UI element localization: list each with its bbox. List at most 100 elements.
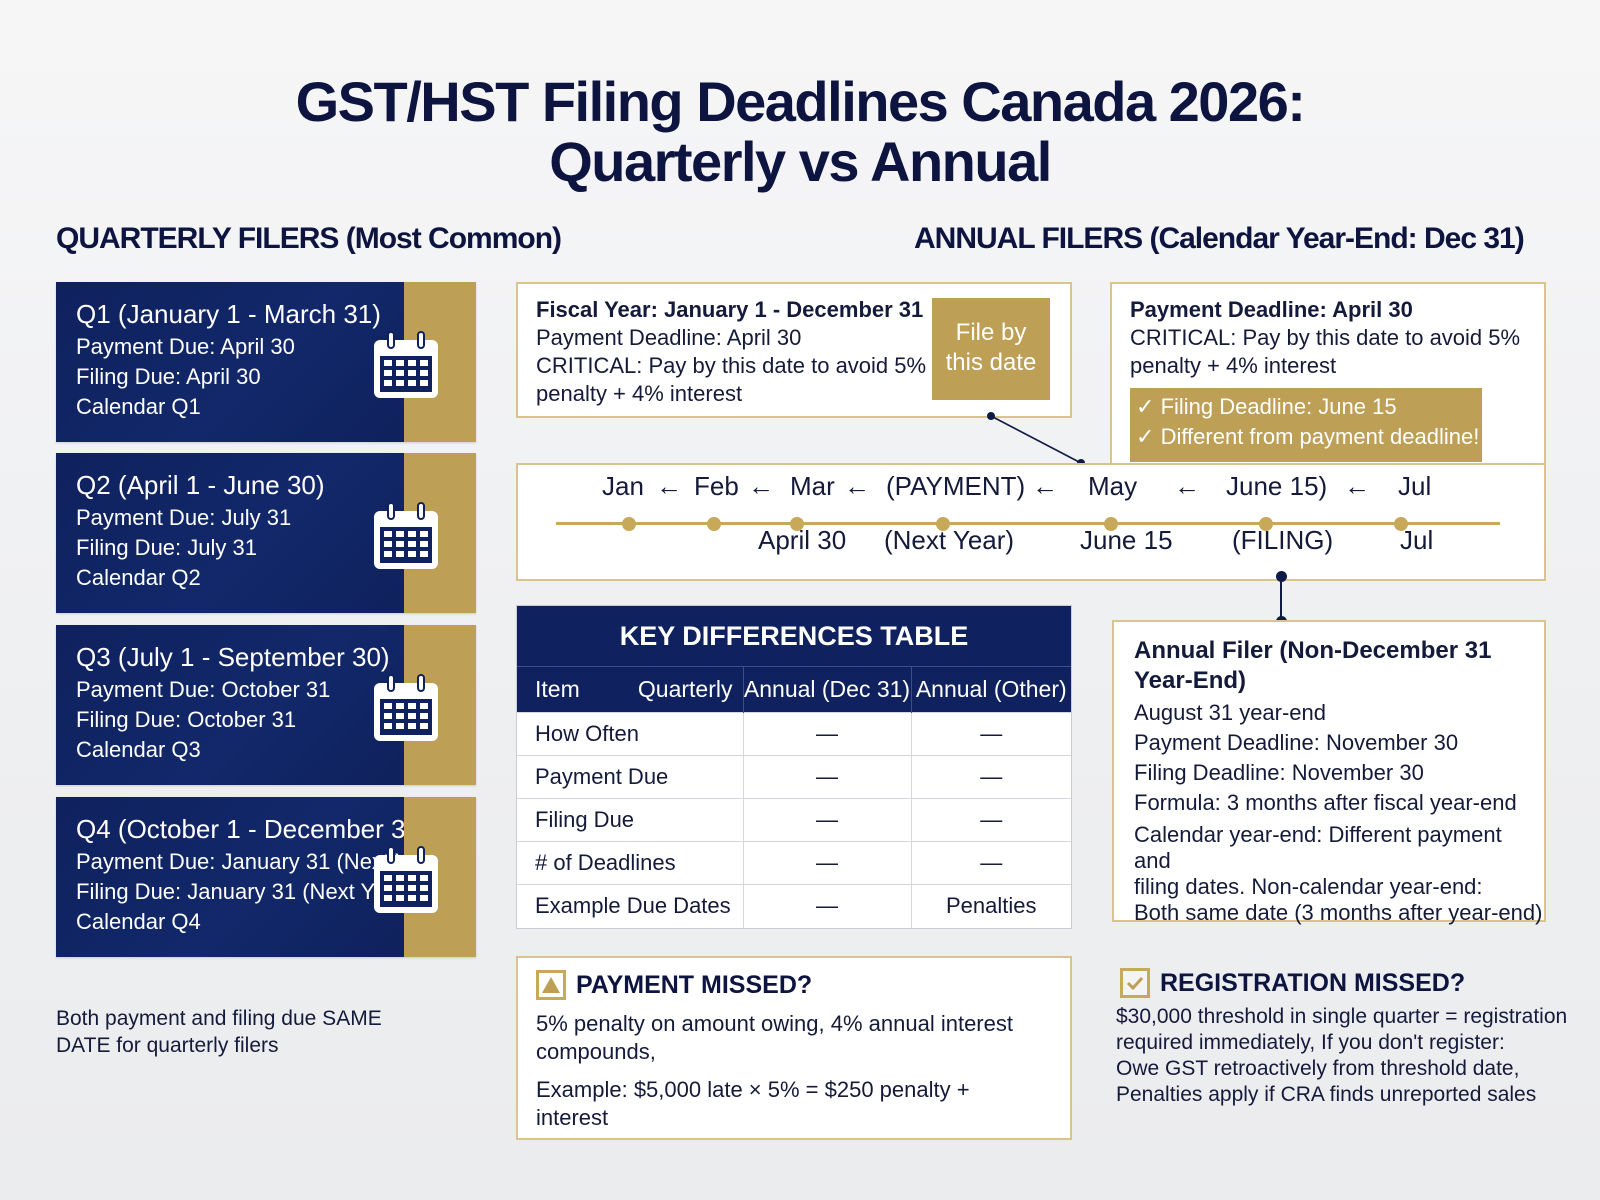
- critical-note-cont: penalty + 4% interest: [536, 381, 743, 406]
- timeline-month: Jul: [1398, 471, 1432, 501]
- arrow-left-icon: ←: [844, 471, 870, 501]
- info-line: August 31 year-end: [1134, 700, 1327, 725]
- calendar-quarter: Calendar Q4: [76, 909, 201, 934]
- title-line-1: GST/HST Filing Deadlines Canada 2026:: [295, 70, 1306, 133]
- check-icon: ✓: [1136, 424, 1155, 449]
- filing-due: Filing Due: April 30: [76, 364, 261, 389]
- table-row: Example Due Dates — Penalties: [517, 884, 1071, 928]
- check-item: ✓ Different from payment deadline!: [1136, 424, 1480, 449]
- info-line: Filing Deadline: November 30: [1134, 760, 1424, 785]
- timeline-payment-label: (PAYMENT): [886, 471, 1026, 501]
- quarter-card-q3: Q3 (July 1 - September 30) Payment Due: …: [56, 625, 476, 785]
- quarterly-note: Both payment and filing due SAME DATE fo…: [56, 1005, 382, 1059]
- title-line-2: Quarterly vs Annual: [549, 130, 1052, 193]
- timeline-dot: [1259, 517, 1273, 531]
- calendar-quarter: Calendar Q2: [76, 565, 201, 590]
- timeline-month: May: [1088, 471, 1138, 501]
- timeline-dot: [707, 517, 721, 531]
- timeline-month: Feb: [694, 471, 739, 501]
- arrow-left-icon: ←: [1032, 471, 1058, 501]
- timeline-date: June 15: [1080, 525, 1173, 555]
- payment-deadline-box: Payment Deadline: April 30 CRITICAL: Pay…: [1110, 282, 1546, 468]
- badge-line: this date: [945, 349, 1037, 376]
- timeline-date: (Next Year): [884, 525, 1015, 555]
- table-header-row: Item Quarterly Annual (Dec 31) Annual (O…: [517, 666, 1071, 713]
- note-line: DATE for quarterly filers: [56, 1034, 279, 1057]
- checkbox-icon: [1120, 968, 1150, 998]
- annual-heading: ANNUAL FILERS (Calendar Year-End: Dec 31…: [914, 222, 1525, 255]
- fiscal-year-box: Fiscal Year: January 1 - December 31 Pay…: [516, 282, 1072, 418]
- penalty-line: compounds,: [536, 1039, 656, 1064]
- critical-note: CRITICAL: Pay by this date to avoid 5%: [1130, 325, 1521, 350]
- table-row: Filing Due — —: [517, 798, 1071, 842]
- table-header: Annual (Dec 31): [742, 666, 911, 713]
- box-title: Annual Filer (Non-December 31: [1134, 637, 1492, 664]
- connector-line: [1280, 576, 1282, 622]
- filing-due: Filing Due: July 31: [76, 535, 257, 560]
- calendar-icon: [374, 674, 438, 741]
- registration-missed-header: REGISTRATION MISSED?: [1120, 968, 1465, 998]
- table-title: KEY DIFFERENCES TABLE: [517, 606, 1071, 666]
- file-by-date-badge: File by this date: [932, 298, 1050, 400]
- calendar-icon: [374, 846, 438, 913]
- filing-deadline-callout: ✓ Filing Deadline: June 15 ✓ Different f…: [1130, 388, 1482, 462]
- registration-line: $30,000 threshold in single quarter = re…: [1116, 1005, 1568, 1028]
- fiscal-year-title: Fiscal Year: January 1 - December 31: [536, 297, 924, 322]
- table-row: # of Deadlines — —: [517, 841, 1071, 885]
- timeline-dot: [622, 517, 636, 531]
- payment-missed-heading: PAYMENT MISSED?: [576, 970, 813, 999]
- arrow-left-icon: ←: [748, 471, 774, 501]
- connector-dot: [1276, 571, 1287, 582]
- connector-line: [987, 412, 1085, 467]
- quarter-card-q1: Q1 (January 1 - March 31) Payment Due: A…: [56, 282, 476, 442]
- timeline-dot: [936, 517, 950, 531]
- example-line: interest: [536, 1105, 609, 1130]
- key-differences-table: KEY DIFFERENCES TABLE Item Quarterly Ann…: [516, 605, 1072, 929]
- timeline-dot: [1104, 517, 1118, 531]
- timeline-dot: [790, 517, 804, 531]
- critical-note: CRITICAL: Pay by this date to avoid 5%: [536, 353, 927, 378]
- quarter-card-q2: Q2 (April 1 - June 30) Payment Due: July…: [56, 453, 476, 613]
- quarter-title: Q2 (April 1 - June 30): [76, 470, 325, 500]
- timeline-filing-label: (FILING): [1232, 525, 1334, 555]
- payment-due: Payment Due: April 30: [76, 334, 295, 359]
- box-title-cont: Year-End): [1134, 667, 1247, 694]
- annual-timeline: Jan ← Feb ← Mar ← (PAYMENT) ← May ← June…: [516, 463, 1546, 581]
- payment-due: Payment Due: July 31: [76, 505, 292, 530]
- check-icon: ✓: [1136, 394, 1155, 419]
- registration-line: Owe GST retroactively from threshold dat…: [1116, 1057, 1520, 1080]
- calendar-quarter: Calendar Q3: [76, 737, 201, 762]
- payment-due: Payment Due: January 31 (Next Year): [76, 849, 447, 874]
- year-end-note: Calendar year-end: Different payment and…: [1134, 822, 1543, 925]
- non-december-year-end-box: Annual Filer (Non-December 31 Year-End) …: [1112, 620, 1546, 925]
- registration-missed-text: $30,000 threshold in single quarter = re…: [1116, 1004, 1567, 1108]
- quarter-title: Q3 (July 1 - September 30): [76, 642, 390, 672]
- penalty-line: 5% penalty on amount owing, 4% annual in…: [536, 1011, 1013, 1036]
- arrow-left-icon: ←: [1344, 471, 1370, 501]
- info-line: Payment Deadline: November 30: [1134, 730, 1459, 755]
- timeline-dot: [1394, 517, 1408, 531]
- payment-due: Payment Due: October 31: [76, 677, 331, 702]
- timeline-month: June 15): [1226, 471, 1328, 501]
- page-title: GST/HST Filing Deadlines Canada 2026: Qu…: [0, 72, 1600, 192]
- calendar-icon: [374, 502, 438, 569]
- registration-line: Penalties apply if CRA finds unreported …: [1116, 1083, 1537, 1106]
- quarterly-heading: QUARTERLY FILERS (Most Common): [56, 222, 562, 255]
- payment-missed-box: PAYMENT MISSED? 5% penalty on amount owi…: [516, 956, 1072, 1140]
- arrow-left-icon: ←: [1174, 471, 1200, 501]
- arrow-left-icon: ←: [656, 471, 682, 501]
- timeline-track: [556, 522, 1500, 525]
- filing-due: Filing Due: January 31 (Next Year): [76, 879, 413, 904]
- quarter-title: Q1 (January 1 - March 31): [76, 299, 381, 329]
- timeline-date: April 30: [758, 525, 847, 555]
- table-header: Annual (Other): [910, 666, 1071, 713]
- table-row: Payment Due — —: [517, 755, 1071, 799]
- timeline-month: Jan: [602, 471, 644, 501]
- quarter-card-q4: Q4 (October 1 - December 31) Payment Due…: [56, 797, 476, 957]
- registration-line: required immediately, If you don't regis…: [1116, 1031, 1505, 1054]
- table-header: Item Quarterly: [517, 666, 743, 713]
- check-item: ✓ Filing Deadline: June 15: [1136, 394, 1397, 419]
- registration-missed-heading: REGISTRATION MISSED?: [1160, 968, 1466, 997]
- payment-deadline: Payment Deadline: April 30: [536, 325, 802, 350]
- example-line: Example: $5,000 late × 5% = $250 penalty…: [536, 1077, 970, 1102]
